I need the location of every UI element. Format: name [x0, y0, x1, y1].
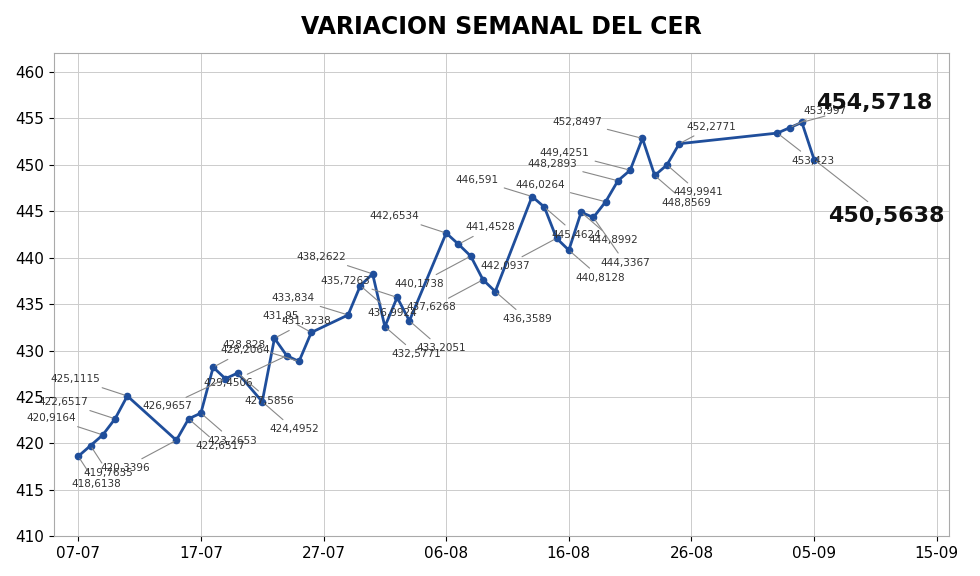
Text: 441,4528: 441,4528: [461, 222, 515, 243]
Text: 444,3367: 444,3367: [595, 219, 650, 268]
Text: 418,6138: 418,6138: [72, 458, 122, 489]
Text: 448,2893: 448,2893: [527, 159, 615, 180]
Text: 423,2653: 423,2653: [203, 415, 258, 446]
Text: 452,8497: 452,8497: [552, 116, 640, 138]
Text: 442,0937: 442,0937: [480, 240, 554, 271]
Text: 431,3238: 431,3238: [277, 316, 331, 337]
Text: 432,5771: 432,5771: [387, 328, 442, 359]
Text: 448,8569: 448,8569: [657, 177, 711, 208]
Text: 424,4952: 424,4952: [265, 404, 318, 434]
Text: 426,9657: 426,9657: [142, 380, 222, 411]
Text: 450,5638: 450,5638: [816, 161, 945, 226]
Text: 453,997: 453,997: [792, 106, 847, 127]
Text: 433,2051: 433,2051: [412, 323, 465, 353]
Text: 449,4251: 449,4251: [540, 148, 627, 169]
Text: 419,7635: 419,7635: [83, 448, 133, 478]
Text: 427,5856: 427,5856: [240, 375, 294, 406]
Text: 425,1115: 425,1115: [51, 374, 124, 395]
Text: 445,4624: 445,4624: [547, 209, 601, 240]
Text: 431,95: 431,95: [263, 310, 309, 331]
Text: 440,8128: 440,8128: [571, 252, 625, 283]
Text: 433,834: 433,834: [271, 293, 345, 314]
Text: 452,2771: 452,2771: [682, 122, 736, 142]
Text: 435,7263: 435,7263: [320, 275, 395, 297]
Text: 440,1738: 440,1738: [394, 257, 468, 289]
Text: 428,828: 428,828: [222, 340, 296, 361]
Text: 420,3396: 420,3396: [100, 442, 173, 473]
Text: 422,6517: 422,6517: [38, 397, 113, 418]
Text: 442,6534: 442,6534: [369, 211, 444, 232]
Text: 446,0264: 446,0264: [515, 180, 603, 201]
Title: VARIACION SEMANAL DEL CER: VARIACION SEMANAL DEL CER: [301, 15, 702, 39]
Text: 446,591: 446,591: [456, 175, 529, 196]
Text: 422,6517: 422,6517: [191, 420, 245, 452]
Text: 436,9924: 436,9924: [363, 287, 417, 318]
Text: 453,423: 453,423: [779, 135, 834, 166]
Text: 429,4506: 429,4506: [204, 357, 284, 388]
Text: 428,2064: 428,2064: [216, 346, 270, 366]
Text: 454,5718: 454,5718: [805, 93, 932, 122]
Text: 449,9941: 449,9941: [669, 166, 723, 198]
Text: 420,9164: 420,9164: [26, 413, 100, 434]
Text: 444,8992: 444,8992: [583, 214, 638, 245]
Text: 436,3589: 436,3589: [498, 293, 552, 324]
Text: 437,6268: 437,6268: [407, 281, 480, 312]
Text: 438,2622: 438,2622: [296, 252, 370, 273]
